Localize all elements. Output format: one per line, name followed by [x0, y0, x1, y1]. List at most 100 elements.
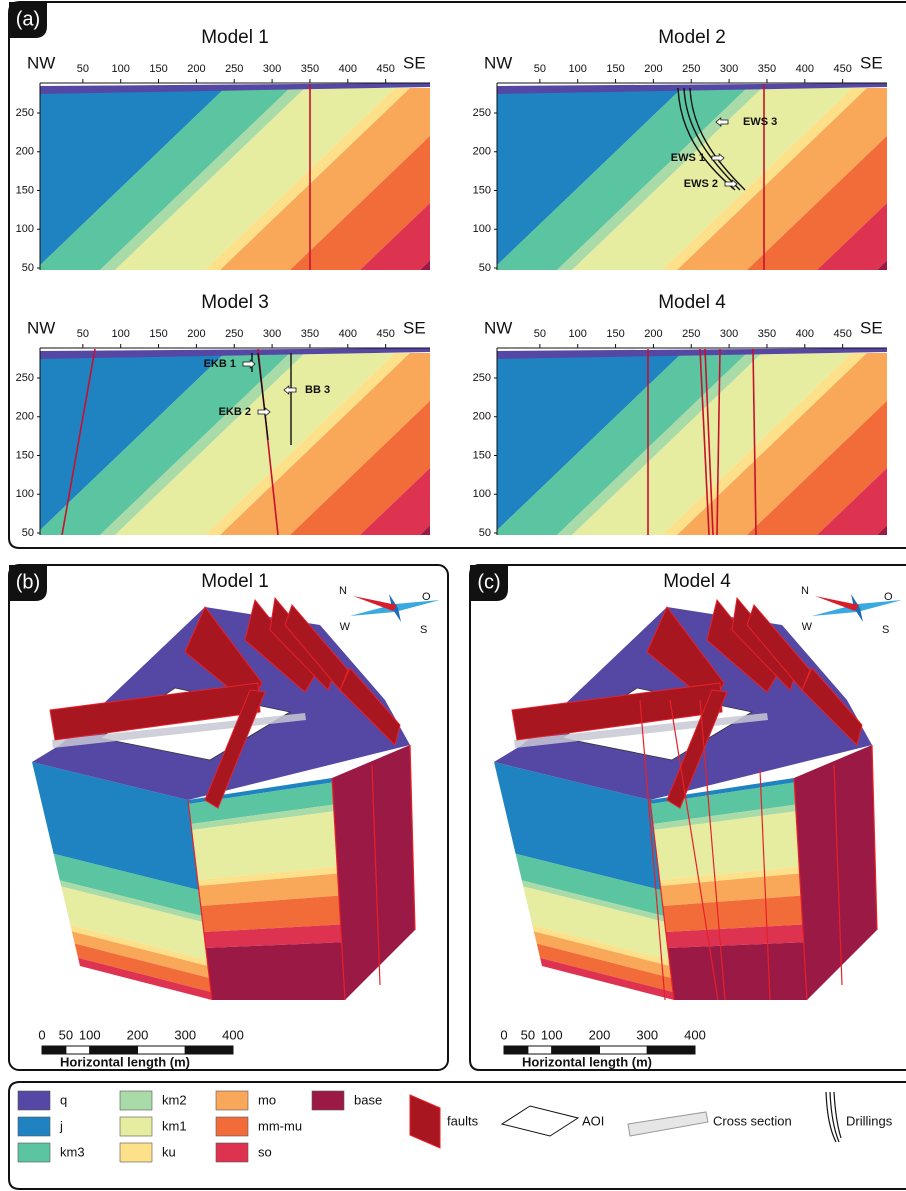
- scale-tick-label: 100: [541, 1027, 563, 1042]
- x-tick-label: 150: [606, 328, 624, 340]
- block-layer: [206, 942, 345, 1000]
- direction-label: SE: [403, 53, 426, 72]
- scale-tick-label: 0: [500, 1027, 507, 1042]
- direction-label: SE: [860, 318, 883, 337]
- drilling-label: EWS 3: [743, 116, 777, 128]
- scale-segment: [528, 1046, 552, 1054]
- y-tick-label: 100: [16, 223, 34, 235]
- scale-segment: [600, 1046, 648, 1054]
- scale-segment: [552, 1046, 600, 1054]
- x-tick-label: 450: [833, 63, 851, 75]
- y-tick-label: 50: [22, 527, 34, 539]
- panel-label: (a): [16, 8, 40, 30]
- scale-tick-label: 100: [79, 1027, 101, 1042]
- x-tick-label: 150: [149, 63, 167, 75]
- x-tick-label: 400: [339, 328, 357, 340]
- y-tick-label: 200: [16, 146, 34, 158]
- y-tick-label: 100: [473, 488, 491, 500]
- y-tick-label: 50: [479, 527, 491, 539]
- legend-label: q: [60, 1092, 67, 1107]
- scale-tick-label: 300: [636, 1027, 658, 1042]
- scale-tick-label: 400: [222, 1027, 244, 1042]
- legend-swatch: [120, 1117, 152, 1136]
- x-tick-label: 350: [758, 63, 776, 75]
- compass-label: W: [802, 621, 813, 633]
- scale-segment: [138, 1046, 186, 1054]
- y-tick-label: 50: [479, 262, 491, 274]
- block-title: Model 1: [201, 571, 269, 592]
- direction-label: NW: [484, 318, 512, 337]
- legend-label: Drillings: [846, 1113, 893, 1128]
- direction-label: SE: [403, 318, 426, 337]
- scale-tick-label: 50: [521, 1027, 535, 1042]
- legend-label: base: [354, 1092, 382, 1107]
- y-tick-label: 100: [16, 488, 34, 500]
- legend-swatch: [312, 1091, 344, 1110]
- x-tick-label: 200: [187, 63, 205, 75]
- legend-label: mo: [258, 1092, 276, 1107]
- x-tick-label: 450: [376, 328, 394, 340]
- block-layer: [668, 942, 807, 1000]
- scale-tick-label: 200: [127, 1027, 149, 1042]
- section-title: Model 4: [658, 292, 726, 313]
- legend-swatch: [18, 1117, 50, 1136]
- figure: (a)(b)(c)Model 1NWSE50100150200250300350…: [0, 0, 906, 1191]
- compass-label: O: [422, 591, 431, 603]
- direction-label: NW: [27, 318, 55, 337]
- legend-label: faults: [447, 1113, 479, 1128]
- legend-label: so: [258, 1144, 272, 1159]
- x-tick-label: 150: [606, 63, 624, 75]
- scale-label: Horizontal length (m): [60, 1054, 190, 1069]
- compass-label: N: [801, 585, 809, 597]
- x-tick-label: 350: [301, 328, 319, 340]
- direction-label: NW: [27, 53, 55, 72]
- x-tick-label: 150: [149, 328, 167, 340]
- scale-tick-label: 300: [174, 1027, 196, 1042]
- scale-segment: [647, 1046, 695, 1054]
- y-tick-label: 250: [473, 372, 491, 384]
- y-tick-label: 150: [473, 184, 491, 196]
- panel-label: (b): [16, 571, 40, 593]
- x-tick-label: 50: [77, 328, 89, 340]
- legend-swatch: [120, 1143, 152, 1162]
- scale-tick-label: 200: [589, 1027, 611, 1042]
- x-tick-label: 300: [720, 63, 738, 75]
- panel-label: (c): [477, 571, 500, 593]
- direction-label: SE: [860, 53, 883, 72]
- y-tick-label: 200: [16, 411, 34, 423]
- scale-tick-label: 0: [38, 1027, 45, 1042]
- y-tick-label: 150: [473, 449, 491, 461]
- drilling-label: EKB 2: [219, 406, 251, 418]
- block-title: Model 4: [663, 571, 731, 592]
- x-tick-label: 200: [644, 63, 662, 75]
- scale-tick-label: 50: [59, 1027, 73, 1042]
- x-tick-label: 200: [644, 328, 662, 340]
- x-tick-label: 400: [796, 63, 814, 75]
- y-tick-label: 50: [22, 262, 34, 274]
- x-tick-label: 450: [833, 328, 851, 340]
- legend-swatch: [18, 1091, 50, 1110]
- compass-label: S: [882, 624, 889, 636]
- scale-tick-label: 400: [684, 1027, 706, 1042]
- x-tick-label: 100: [569, 63, 587, 75]
- page: (a)(b)(c)Model 1NWSE50100150200250300350…: [0, 0, 906, 1191]
- legend-label: km2: [162, 1092, 187, 1107]
- compass-label: N: [339, 585, 347, 597]
- legend-swatch: [120, 1091, 152, 1110]
- x-tick-label: 250: [682, 63, 700, 75]
- x-tick-label: 300: [263, 63, 281, 75]
- x-tick-label: 100: [112, 328, 130, 340]
- legend-label: AOI: [582, 1113, 604, 1128]
- x-tick-label: 100: [112, 63, 130, 75]
- scale-segment: [66, 1046, 90, 1054]
- scale-segment: [504, 1046, 528, 1054]
- scale-segment: [90, 1046, 138, 1054]
- y-tick-label: 250: [16, 107, 34, 119]
- x-tick-label: 400: [796, 328, 814, 340]
- direction-label: NW: [484, 53, 512, 72]
- legend-swatch: [18, 1143, 50, 1162]
- x-tick-label: 50: [534, 328, 546, 340]
- x-tick-label: 50: [534, 63, 546, 75]
- y-tick-label: 150: [16, 184, 34, 196]
- x-tick-label: 400: [339, 63, 357, 75]
